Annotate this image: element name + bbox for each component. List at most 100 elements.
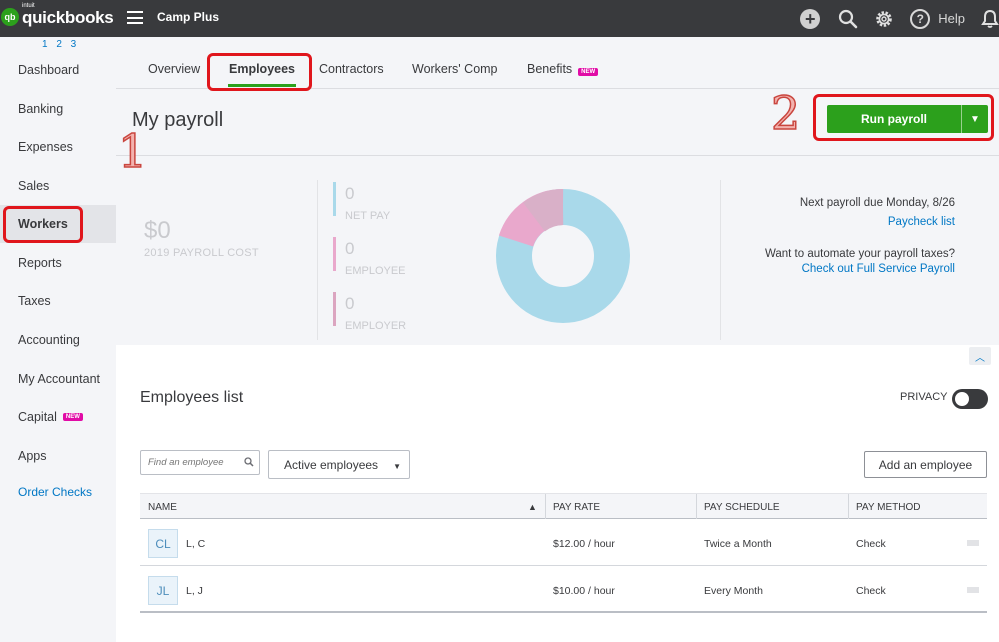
sidebar-item-label: My Accountant	[18, 372, 100, 386]
privacy-toggle[interactable]	[952, 389, 988, 409]
payroll-cost-value: $0	[144, 217, 171, 244]
pay-schedule: Every Month	[704, 585, 763, 597]
pay-method: Check	[856, 538, 886, 550]
sidebar-item-order-checks[interactable]: Order Checks	[0, 473, 116, 511]
employee-label: EMPLOYEE	[345, 265, 406, 277]
sidebar-item-reports[interactable]: Reports	[0, 244, 116, 282]
employer-label: EMPLOYER	[345, 320, 407, 332]
column-divider	[848, 494, 849, 519]
sidebar-item-sales[interactable]: Sales	[0, 167, 116, 205]
company-name: Camp Plus	[157, 10, 220, 24]
employer-bar	[333, 292, 336, 326]
new-badge: NEW	[62, 413, 83, 421]
search-icon[interactable]	[244, 457, 254, 467]
menu-icon[interactable]	[127, 11, 143, 24]
paycheck-icon[interactable]	[967, 540, 979, 546]
run-payroll-dropdown[interactable]: ▼	[961, 105, 988, 133]
sidebar-item-label: Reports	[18, 256, 62, 270]
page-title: My payroll	[132, 109, 224, 131]
sidebar-item-label: Dashboard	[18, 63, 80, 77]
logo-text: quickbooks	[22, 8, 114, 27]
payroll-header: My payroll Run payroll ▼	[116, 90, 999, 156]
new-badge: NEW	[578, 68, 599, 76]
tab-workers-comp[interactable]: Workers' Comp	[412, 62, 498, 76]
tab-contractors[interactable]: Contractors	[319, 62, 384, 76]
employee-search[interactable]	[140, 450, 260, 475]
tab-overview[interactable]: Overview	[148, 62, 201, 76]
sidebar-item-label: Order Checks	[18, 485, 93, 499]
employee-status-filter[interactable]: Active employees ▼	[268, 450, 410, 479]
annotation-two: 2	[770, 85, 801, 141]
sidebar-item-label: Sales	[18, 179, 50, 193]
toggle-knob	[955, 392, 969, 406]
employees-table: NAME ▲ PAY RATE PAY SCHEDULE PAY METHOD …	[140, 493, 987, 613]
column-header-name[interactable]: NAME	[148, 502, 177, 513]
table-row[interactable]: CL L, C $12.00 / hour Twice a Month Chec…	[140, 519, 987, 566]
employee-bar	[333, 237, 336, 271]
tab-benefits-label: Benefits	[527, 62, 573, 76]
sidebar-item-expenses[interactable]: Expenses	[0, 128, 116, 166]
tab-benefits[interactable]: Benefits NEW	[527, 62, 599, 76]
workers-highlight	[3, 206, 83, 243]
employees-panel: ︿ Employees list PRIVACY Active employee…	[116, 345, 999, 642]
column-header-pay-method[interactable]: PAY METHOD	[856, 502, 921, 513]
employee-search-input[interactable]	[141, 451, 236, 473]
column-divider	[545, 494, 546, 519]
active-tab-indicator	[228, 84, 296, 87]
employee-name[interactable]: L, J	[186, 585, 203, 597]
column-header-pay-schedule[interactable]: PAY SCHEDULE	[704, 502, 780, 513]
paycheck-list-link[interactable]: Paycheck list	[887, 216, 955, 228]
sidebar-item-label: Taxes	[18, 294, 51, 308]
paycheck-icon[interactable]	[967, 587, 979, 593]
employee-name[interactable]: L, C	[186, 538, 206, 550]
sidebar-item-label: Capital	[18, 410, 57, 424]
sidebar-item-taxes[interactable]: Taxes	[0, 282, 116, 320]
bell-icon[interactable]	[981, 9, 999, 29]
collapse-button[interactable]: ︿	[969, 347, 991, 365]
payroll-cost-label: 2019 PAYROLL COST	[144, 247, 259, 259]
sidebar-item-dashboard[interactable]: Dashboard	[0, 51, 116, 89]
avatar: CL	[148, 529, 178, 558]
gear-icon[interactable]	[874, 9, 894, 29]
table-row[interactable]: JL L, J $10.00 / hour Every Month Check	[140, 566, 987, 613]
help-label[interactable]: Help	[938, 11, 965, 26]
sidebar-item-accounting[interactable]: Accounting	[0, 321, 116, 359]
net-pay-value: 0	[345, 184, 355, 203]
employees-list-title: Employees list	[140, 389, 244, 406]
quickbooks-logo[interactable]: qb intuit quickbooks	[0, 3, 114, 27]
sidebar-pager[interactable]: 1 2 3	[42, 39, 80, 50]
automate-text: Want to automate your payroll taxes?	[764, 248, 955, 260]
sort-ascending-icon[interactable]: ▲	[528, 502, 537, 512]
caret-down-icon: ▼	[970, 113, 980, 125]
search-icon[interactable]	[838, 9, 858, 29]
pay-rate: $12.00 / hour	[553, 538, 615, 550]
pay-schedule: Twice a Month	[704, 538, 772, 550]
sidebar-item-workers[interactable]: Workers	[0, 205, 116, 243]
divider	[720, 180, 721, 340]
net-pay-bar	[333, 182, 336, 216]
table-header: NAME ▲ PAY RATE PAY SCHEDULE PAY METHOD	[140, 493, 987, 519]
add-employee-button[interactable]: Add an employee	[864, 451, 987, 478]
sidebar-item-label: Banking	[18, 102, 64, 116]
run-payroll-button[interactable]: Run payroll	[827, 105, 961, 133]
full-service-link[interactable]: Check out Full Service Payroll	[801, 263, 955, 275]
sidebar-item-label: Accounting	[18, 333, 80, 347]
payroll-donut-chart	[496, 189, 630, 323]
chevron-up-icon: ︿	[975, 352, 985, 364]
plus-icon[interactable]: +	[800, 8, 821, 29]
pay-rate: $10.00 / hour	[553, 585, 615, 597]
tab-employees[interactable]: Employees	[229, 62, 296, 76]
qb-logo-icon: qb	[1, 8, 19, 26]
column-header-pay-rate[interactable]: PAY RATE	[553, 502, 601, 513]
top-bar: qb intuit quickbooks Camp Plus + ? Help	[0, 0, 999, 37]
sidebar-item-apps[interactable]: Apps	[0, 437, 116, 475]
sidebar-item-label: Apps	[18, 449, 47, 463]
help-icon[interactable]: ?	[910, 8, 931, 29]
avatar: JL	[148, 576, 178, 605]
sidebar-item-my-accountant[interactable]: My Accountant	[0, 360, 116, 398]
sidebar-item-banking[interactable]: Banking	[0, 90, 116, 128]
sidebar-item-capital[interactable]: Capital NEW	[0, 398, 116, 436]
annotation-one: 1	[117, 123, 148, 179]
privacy-label: PRIVACY	[900, 391, 948, 403]
intuit-label: intuit	[22, 3, 35, 9]
